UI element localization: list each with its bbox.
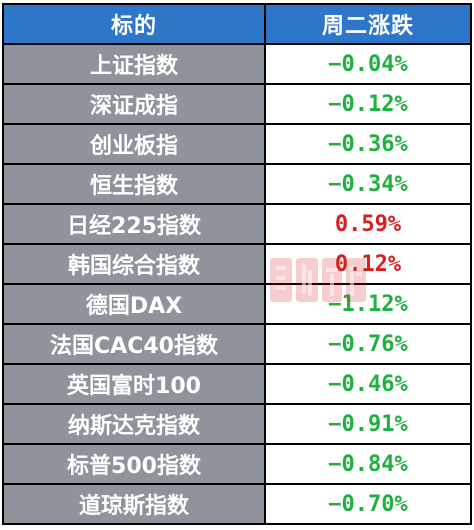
index-change: 0.12% bbox=[264, 243, 472, 285]
index-change: −0.34% bbox=[264, 163, 472, 205]
column-header-name: 标的 bbox=[2, 3, 266, 45]
index-name: 创业板指 bbox=[2, 123, 266, 165]
index-change: −0.91% bbox=[264, 403, 472, 445]
table-row: 标普500指数 −0.84% bbox=[2, 443, 472, 485]
table-row: 上证指数 −0.04% bbox=[2, 43, 472, 85]
index-change: −0.12% bbox=[264, 83, 472, 125]
table-row: 法国CAC40指数 −0.76% bbox=[2, 323, 472, 365]
table-header-row: 标的 周二涨跌 bbox=[2, 3, 472, 45]
index-change: −0.70% bbox=[264, 483, 472, 525]
index-change: −0.04% bbox=[264, 43, 472, 85]
index-name: 上证指数 bbox=[2, 43, 266, 85]
index-name: 道琼斯指数 bbox=[2, 483, 266, 525]
index-change: 0.59% bbox=[264, 203, 472, 245]
index-change: −0.84% bbox=[264, 443, 472, 485]
column-header-change: 周二涨跌 bbox=[264, 3, 472, 45]
table-row: 恒生指数 −0.34% bbox=[2, 163, 472, 205]
market-change-table: 标的 周二涨跌 上证指数 −0.04% 深证成指 −0.12% 创业板指 −0.… bbox=[2, 3, 472, 525]
index-name: 日经225指数 bbox=[2, 203, 266, 245]
index-name: 法国CAC40指数 bbox=[2, 323, 266, 365]
table-row: 英国富时100 −0.46% bbox=[2, 363, 472, 405]
index-name: 标普500指数 bbox=[2, 443, 266, 485]
table-row: 道琼斯指数 −0.70% bbox=[2, 483, 472, 525]
index-change: −1.12% bbox=[264, 283, 472, 325]
index-change: −0.46% bbox=[264, 363, 472, 405]
index-name: 纳斯达克指数 bbox=[2, 403, 266, 445]
index-change: −0.76% bbox=[264, 323, 472, 365]
table-row: 纳斯达克指数 −0.91% bbox=[2, 403, 472, 445]
table-row: 日经225指数 0.59% bbox=[2, 203, 472, 245]
index-name: 恒生指数 bbox=[2, 163, 266, 205]
table-row: 深证成指 −0.12% bbox=[2, 83, 472, 125]
table-row: 韩国综合指数 0.12% bbox=[2, 243, 472, 285]
index-name: 德国DAX bbox=[2, 283, 266, 325]
table-row: 德国DAX −1.12% bbox=[2, 283, 472, 325]
table-row: 创业板指 −0.36% bbox=[2, 123, 472, 165]
index-name: 英国富时100 bbox=[2, 363, 266, 405]
index-name: 韩国综合指数 bbox=[2, 243, 266, 285]
index-name: 深证成指 bbox=[2, 83, 266, 125]
index-table: 标的 周二涨跌 上证指数 −0.04% 深证成指 −0.12% 创业板指 −0.… bbox=[2, 3, 472, 525]
index-change: −0.36% bbox=[264, 123, 472, 165]
